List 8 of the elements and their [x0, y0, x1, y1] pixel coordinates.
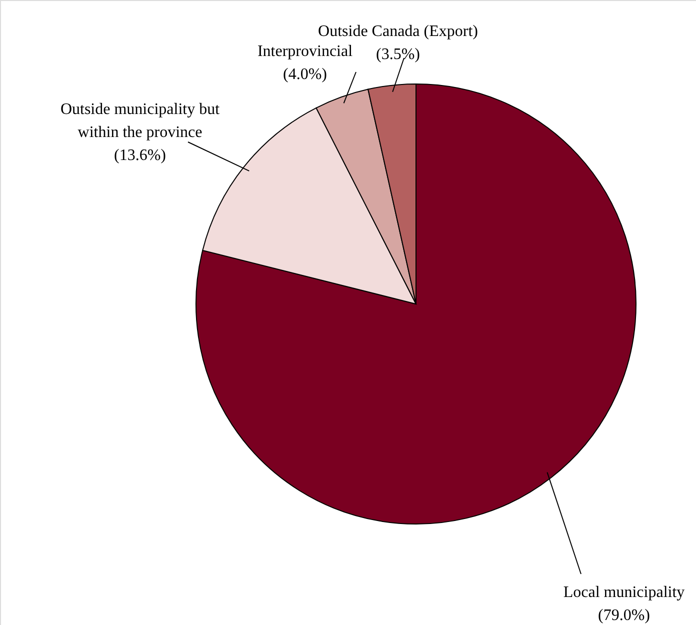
slice-label: Local municipality: [563, 584, 685, 601]
data-label: (4.0%): [283, 66, 327, 83]
data-label: (13.6%): [114, 147, 166, 164]
data-label: (3.5%): [376, 46, 420, 63]
slice-label: Outside Canada (Export): [318, 23, 478, 40]
data-label: (79.0%): [598, 607, 650, 624]
slice-label: Interprovincial: [257, 43, 354, 60]
slice-label: Outside municipality but within the province: [60, 101, 220, 141]
